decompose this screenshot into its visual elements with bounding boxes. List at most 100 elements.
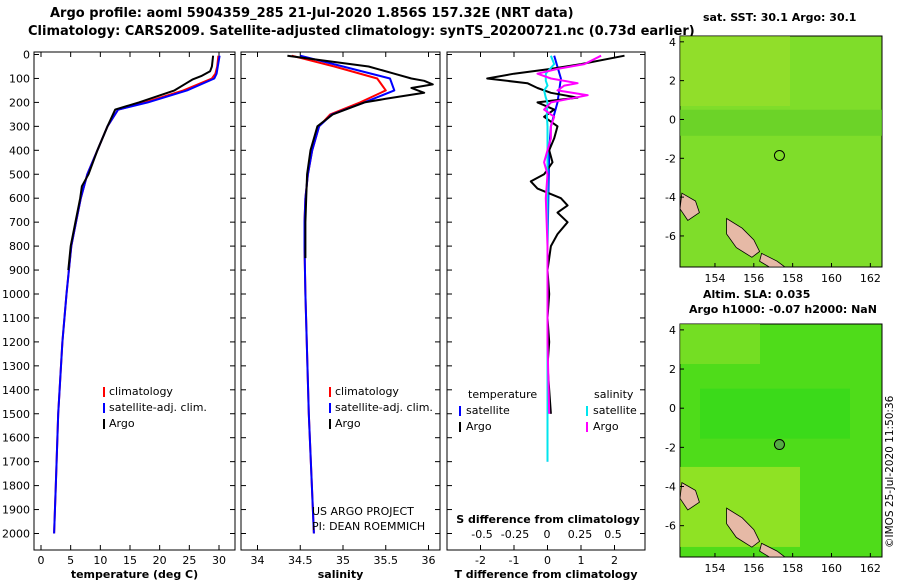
map-lon-label: 162	[860, 272, 881, 285]
legend-label: climatology	[109, 385, 173, 398]
x-tick-label: 30	[212, 554, 226, 567]
land-island	[759, 252, 787, 268]
x-axis-label: T difference from climatology	[454, 568, 637, 580]
land-island	[679, 192, 700, 221]
land-island	[679, 481, 700, 511]
sla-map-title-1: Altim. SLA: 0.035	[703, 288, 811, 301]
map-lat-label: -2	[665, 152, 676, 165]
chart-title-line-1: Argo profile: aoml 5904359_285 21-Jul-20…	[50, 6, 574, 21]
y-tick-label: 1800	[2, 480, 30, 493]
sla-map-band	[680, 324, 760, 364]
y-tick-label: 700	[9, 216, 30, 229]
land-island	[759, 542, 787, 558]
legend-label: satellite-adj. clim.	[335, 401, 433, 414]
legend-label: satellite-adj. clim.	[109, 401, 207, 414]
legend-label: Argo	[466, 420, 492, 433]
y-tick-label: 1400	[2, 384, 30, 397]
map-lat-label: -2	[665, 441, 676, 454]
sst-map-band	[680, 109, 882, 136]
annotation-project: US ARGO PROJECT	[312, 505, 414, 518]
legend-header-salinity: salinity	[594, 388, 634, 401]
map-lat-label: -4	[665, 481, 676, 494]
y-tick-label: 600	[9, 192, 30, 205]
map-lon-label: 156	[743, 272, 764, 285]
legend-header-temperature: temperature	[468, 388, 537, 401]
x2-tick-label: -0.5	[471, 528, 492, 541]
y-tick-label: 200	[9, 96, 30, 109]
map-lon-label: 154	[704, 562, 725, 575]
y-tick-label: 1700	[2, 456, 30, 469]
land-island	[726, 507, 761, 548]
y-tick-label: 2000	[2, 528, 30, 541]
legend-label: satellite	[466, 404, 510, 417]
chart-title-line-2: Climatology: CARS2009. Satellite-adjuste…	[28, 24, 695, 39]
x2-axis-label: S difference from climatology	[456, 513, 640, 526]
sst-map-field	[679, 35, 883, 268]
map-lat-label: 0	[669, 402, 676, 415]
sla-map-title-2: Argo h1000: -0.07 h2000: NaN	[689, 303, 877, 316]
legend-label: Argo	[109, 417, 135, 430]
y-tick-label: 500	[9, 168, 30, 181]
x-tick-label: 34	[251, 554, 265, 567]
x-tick-label: 15	[123, 554, 137, 567]
x-tick-label: 2	[611, 554, 618, 567]
map-lat-label: 0	[669, 113, 676, 126]
plot-frame-difference	[446, 51, 646, 551]
sla-map-band	[700, 388, 850, 439]
sst-map-band	[680, 36, 790, 106]
map-lon-label: 158	[782, 272, 803, 285]
map-lon-label: 160	[821, 272, 842, 285]
x-axis-label: salinity	[318, 568, 364, 580]
legend-label: satellite	[593, 404, 637, 417]
x-tick-label: 35	[336, 554, 350, 567]
legend-label: Argo	[335, 417, 361, 430]
annotation-pi: PI: DEAN ROEMMICH	[312, 520, 425, 533]
land-island	[726, 217, 761, 258]
series-line-argo	[67, 55, 215, 271]
map-lat-label: 2	[669, 75, 676, 88]
y-tick-label: 1900	[2, 504, 30, 517]
x-tick-label: 25	[182, 554, 196, 567]
y-tick-label: 0	[23, 49, 30, 62]
y-tick-label: 1300	[2, 360, 30, 373]
x2-tick-label: 0	[544, 528, 551, 541]
sst-map-title: sat. SST: 30.1 Argo: 30.1	[703, 11, 857, 24]
x-tick-label: -1	[509, 554, 520, 567]
x-tick-label: 10	[93, 554, 107, 567]
y-tick-label: 1200	[2, 336, 30, 349]
map-lon-label: 154	[704, 272, 725, 285]
plot-frame-salinity	[240, 51, 441, 551]
x-tick-label: 0	[544, 554, 551, 567]
x2-tick-label: 0.25	[568, 528, 593, 541]
map-lon-label: 158	[782, 562, 803, 575]
series-line-satellite-adj-clim-	[300, 54, 396, 534]
y-tick-label: 900	[9, 264, 30, 277]
legend-label: climatology	[335, 385, 399, 398]
y-tick-label: 300	[9, 120, 30, 133]
y-tick-label: 1600	[2, 432, 30, 445]
argo-location-marker	[773, 439, 785, 451]
map-lat-label: 4	[669, 36, 676, 49]
map-lat-label: -6	[665, 520, 676, 533]
map-lon-label: 156	[743, 562, 764, 575]
legend-label: Argo	[593, 420, 619, 433]
y-tick-label: 1500	[2, 408, 30, 421]
x2-tick-label: 0.5	[604, 528, 622, 541]
map-lat-label: -4	[665, 191, 676, 204]
plot-frame-temperature	[33, 51, 236, 551]
x-tick-label: 20	[153, 554, 167, 567]
series-line-s-argo	[536, 54, 602, 414]
series-line-argo	[287, 54, 434, 259]
y-tick-label: 1100	[2, 312, 30, 325]
x-tick-label: 34.5	[288, 554, 313, 567]
map-lat-label: -6	[665, 230, 676, 243]
x-tick-label: 5	[67, 554, 74, 567]
map-lat-label: 4	[669, 324, 676, 337]
y-tick-label: 1000	[2, 288, 30, 301]
y-tick-label: 800	[9, 240, 30, 253]
x-tick-label: 1	[578, 554, 585, 567]
y-tick-label: 100	[9, 72, 30, 85]
x-tick-label: 35.5	[374, 554, 399, 567]
x-axis-label: temperature (deg C)	[71, 568, 198, 580]
